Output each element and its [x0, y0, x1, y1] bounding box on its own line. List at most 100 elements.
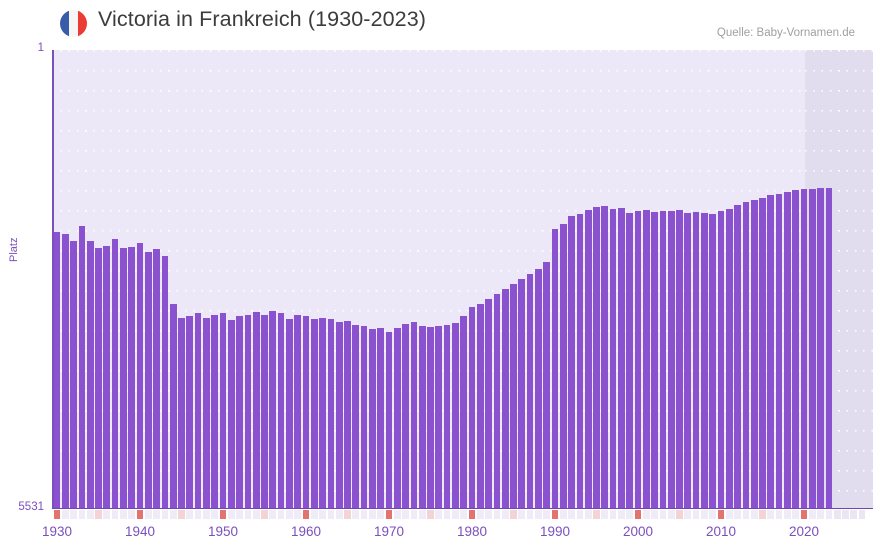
bar-1978[interactable] — [452, 323, 459, 508]
bar-2020[interactable] — [800, 189, 808, 508]
bar-2022[interactable] — [817, 188, 824, 508]
tick-cell-1958 — [286, 510, 293, 519]
bar-1991[interactable] — [559, 224, 567, 508]
bar-1946[interactable] — [186, 316, 194, 508]
bar-1987[interactable] — [526, 274, 534, 508]
bar-1950[interactable] — [219, 313, 227, 508]
bar-1936[interactable] — [103, 246, 111, 508]
bar-1989[interactable] — [543, 262, 551, 508]
bar-1959[interactable] — [294, 315, 302, 508]
bar-1960[interactable] — [302, 316, 310, 508]
bar-1957[interactable] — [277, 313, 285, 508]
bar-2006[interactable] — [684, 213, 692, 508]
bar-2014[interactable] — [750, 200, 758, 508]
bar-1937[interactable] — [111, 239, 119, 508]
bar-1982[interactable] — [485, 299, 492, 508]
bar-1955[interactable] — [261, 315, 268, 508]
bar-2002[interactable] — [651, 212, 658, 508]
bar-1963[interactable] — [327, 319, 335, 508]
flag-band-white — [69, 10, 78, 37]
bar-1986[interactable] — [518, 279, 526, 508]
bar-1990[interactable] — [551, 229, 559, 508]
bar-1970[interactable] — [385, 332, 393, 508]
bar-2005[interactable] — [676, 210, 683, 508]
bar-1953[interactable] — [244, 315, 252, 508]
bar-2019[interactable] — [792, 190, 800, 508]
bar-1973[interactable] — [410, 322, 418, 508]
bar-1952[interactable] — [236, 316, 243, 508]
bar-1944[interactable] — [169, 304, 177, 508]
bar-1938[interactable] — [120, 248, 127, 508]
bar-1958[interactable] — [286, 319, 293, 508]
bar-1980[interactable] — [468, 307, 476, 508]
bar-1949[interactable] — [211, 315, 219, 508]
bar-2016[interactable] — [767, 195, 775, 508]
bar-1942[interactable] — [153, 249, 160, 508]
bar-2003[interactable] — [659, 211, 667, 508]
bar-1972[interactable] — [402, 324, 409, 508]
bar-1967[interactable] — [360, 326, 368, 508]
bar-2001[interactable] — [642, 210, 650, 508]
bar-1961[interactable] — [310, 319, 318, 508]
bar-1930[interactable] — [53, 232, 61, 508]
bar-2011[interactable] — [725, 209, 733, 508]
bar-1932[interactable] — [70, 241, 77, 508]
bar-2017[interactable] — [775, 194, 783, 508]
bar-1941[interactable] — [144, 252, 152, 508]
bar-1935[interactable] — [95, 248, 102, 508]
bar-1962[interactable] — [319, 318, 326, 508]
bar-1977[interactable] — [443, 325, 451, 508]
bar-1939[interactable] — [128, 247, 136, 508]
bar-2018[interactable] — [784, 192, 791, 508]
bar-2008[interactable] — [701, 213, 708, 508]
bar-1975[interactable] — [427, 327, 434, 508]
bar-1999[interactable] — [626, 213, 634, 508]
bar-1996[interactable] — [601, 206, 609, 508]
bar-1964[interactable] — [335, 322, 343, 508]
bar-1998[interactable] — [618, 208, 625, 508]
bar-1965[interactable] — [344, 321, 351, 508]
tick-cell-1967 — [360, 510, 368, 519]
bar-2021[interactable] — [808, 189, 816, 508]
y-axis-title: Platz — [8, 237, 20, 262]
bar-1969[interactable] — [377, 328, 385, 508]
bar-1951[interactable] — [227, 320, 235, 508]
bar-1940[interactable] — [136, 243, 144, 508]
bar-1994[interactable] — [584, 210, 592, 508]
bar-2023[interactable] — [825, 188, 833, 508]
bar-1947[interactable] — [194, 313, 202, 508]
bar-1971[interactable] — [393, 328, 401, 508]
bar-2015[interactable] — [759, 198, 766, 508]
bar-1976[interactable] — [435, 326, 443, 508]
bar-2010[interactable] — [717, 211, 725, 508]
bar-1984[interactable] — [501, 289, 509, 508]
bar-1992[interactable] — [568, 216, 575, 508]
bar-2004[interactable] — [667, 211, 675, 508]
bar-1997[interactable] — [609, 209, 617, 508]
bar-1995[interactable] — [593, 207, 600, 508]
bar-2012[interactable] — [734, 205, 741, 508]
bar-2009[interactable] — [709, 214, 717, 508]
bar-1983[interactable] — [493, 294, 501, 508]
x-tick-label-1940: 1940 — [124, 524, 156, 539]
bar-1985[interactable] — [510, 284, 517, 508]
bar-1993[interactable] — [576, 214, 584, 508]
bar-1968[interactable] — [369, 329, 376, 508]
bar-1948[interactable] — [203, 318, 210, 508]
bar-2000[interactable] — [634, 211, 642, 508]
bar-1966[interactable] — [352, 325, 360, 508]
bar-1988[interactable] — [535, 269, 542, 508]
bar-1943[interactable] — [161, 256, 169, 508]
bar-1981[interactable] — [476, 304, 484, 508]
bar-1974[interactable] — [418, 326, 426, 508]
bar-2007[interactable] — [692, 212, 700, 508]
bar-1956[interactable] — [269, 311, 277, 508]
bar-1979[interactable] — [460, 316, 468, 508]
tick-cell-1949 — [211, 510, 219, 519]
bar-1933[interactable] — [78, 226, 86, 508]
bar-1934[interactable] — [86, 241, 94, 508]
bar-1945[interactable] — [178, 318, 185, 508]
bar-1954[interactable] — [252, 312, 260, 508]
bar-1931[interactable] — [61, 234, 69, 508]
bar-2013[interactable] — [742, 202, 750, 508]
